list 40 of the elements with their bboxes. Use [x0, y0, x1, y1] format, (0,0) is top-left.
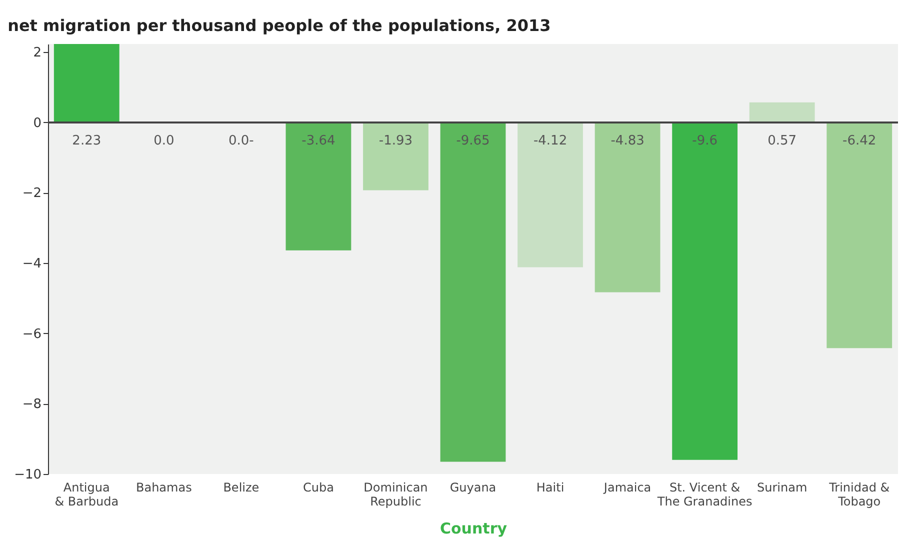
data-label: 2.23 [72, 133, 102, 148]
x-tick-label: Jamaica [602, 480, 652, 494]
data-label: -1.93 [378, 133, 413, 148]
bar [54, 44, 120, 122]
x-tick-label: Dominican Republic [364, 480, 428, 508]
bar [286, 122, 352, 250]
bar [749, 102, 815, 122]
x-tick-label: Haiti [536, 480, 564, 494]
bar [440, 122, 506, 462]
data-label: 0.0 [154, 133, 174, 148]
x-tick-label: Guyana [450, 480, 496, 494]
data-label: -6.42 [842, 133, 876, 148]
y-tick-label: −6 [22, 326, 42, 342]
data-label: -4.12 [533, 133, 568, 148]
data-label: -9.6 [692, 133, 718, 148]
chart-title: net migration per thousand people of the populations, 2013 [8, 16, 551, 35]
data-label: -9.65 [456, 133, 490, 148]
y-tick-label: 0 [33, 116, 42, 131]
data-label: -4.83 [610, 133, 644, 148]
data-label: 0.57 [768, 133, 797, 148]
x-tick-label: Bahamas [136, 480, 192, 494]
data-label: -3.64 [302, 133, 336, 148]
x-tick-label: Surinam [757, 480, 808, 494]
bar [672, 122, 738, 460]
bar [826, 122, 892, 348]
x-tick-label: Belize [223, 480, 260, 494]
data-label: 0.0- [228, 133, 254, 148]
x-tick-label: Trinidad & Tobago [828, 480, 890, 508]
y-tick-label: −10 [14, 468, 42, 482]
x-tick-label: Cuba [302, 480, 334, 494]
y-tick-label: −2 [22, 186, 42, 202]
bar [518, 122, 583, 268]
bar [594, 122, 660, 292]
y-tick-label: −8 [22, 397, 42, 412]
x-tick-label: Antigua & Barbuda [54, 480, 119, 508]
bar [363, 122, 428, 190]
y-tick-label: 2 [33, 46, 42, 61]
x-tick-label: St. Vicent & The Granadines [656, 480, 752, 508]
y-tick-label: −4 [22, 256, 42, 272]
x-axis-title: Country [440, 520, 508, 538]
